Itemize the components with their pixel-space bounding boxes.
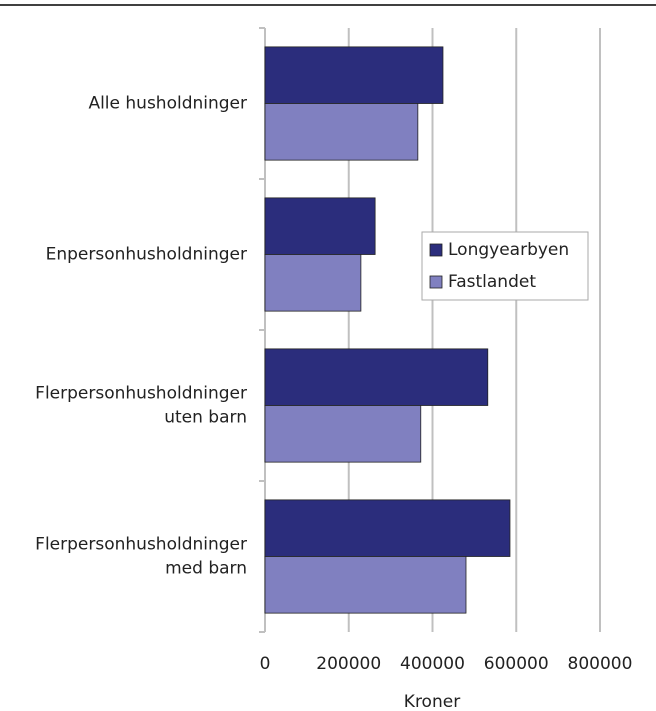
x-axis-label: Kroner <box>404 692 460 711</box>
legend-label: Longyearbyen <box>448 240 569 260</box>
y-tick-label: Enpersonhusholdninger <box>46 245 247 265</box>
bar <box>264 254 362 312</box>
x-tick-label: 0 <box>260 654 271 674</box>
bar <box>264 103 419 161</box>
x-tick-label: 600000 <box>484 654 549 674</box>
y-tick-label: Alle husholdninger <box>88 94 247 114</box>
x-tick-label: 800000 <box>568 654 633 674</box>
legend-box <box>421 231 589 301</box>
bar <box>264 556 467 614</box>
bar <box>264 405 422 463</box>
bar <box>264 46 444 104</box>
bar <box>264 197 376 255</box>
y-tick-label: Flerpersonhusholdninger uten barn <box>35 384 247 428</box>
x-tick-label: 200000 <box>316 654 381 674</box>
legend-label: Fastlandet <box>448 272 536 292</box>
legend-swatch <box>429 275 443 289</box>
legend-swatch <box>429 243 443 257</box>
y-tick-label: Flerpersonhusholdninger med barn <box>35 535 247 579</box>
bar <box>264 499 511 557</box>
x-tick-label: 400000 <box>400 654 465 674</box>
bar <box>264 348 489 406</box>
